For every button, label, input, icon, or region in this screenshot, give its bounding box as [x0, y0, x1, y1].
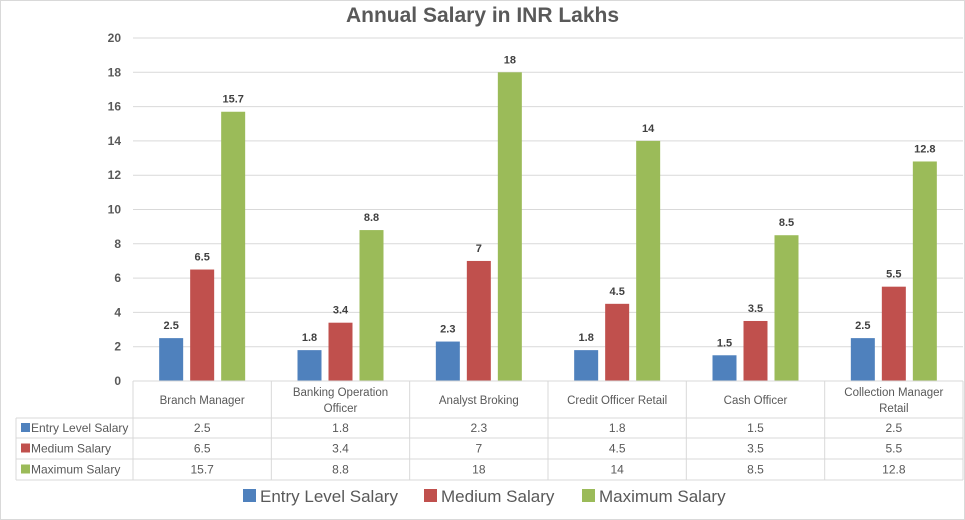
- table-cell: 8.5: [747, 463, 764, 477]
- bar: [435, 341, 460, 381]
- data-label: 7: [476, 243, 482, 255]
- data-label: 2.5: [164, 320, 179, 332]
- y-tick-label: 8: [114, 237, 121, 251]
- category-label: Collection Manager: [844, 387, 943, 399]
- category-label: Analyst Broking: [439, 395, 519, 407]
- data-label: 2.3: [440, 324, 455, 336]
- y-tick-label: 0: [114, 374, 121, 388]
- data-label: 12.8: [914, 143, 935, 155]
- data-label: 4.5: [610, 286, 625, 298]
- legend-key-swatch: [21, 423, 30, 432]
- data-label: 8.5: [779, 217, 794, 229]
- bar: [159, 338, 184, 381]
- bar: [466, 260, 491, 381]
- table-cell: 5.5: [885, 442, 902, 456]
- y-tick-label: 2: [114, 340, 121, 354]
- y-tick-label: 20: [108, 31, 122, 45]
- bar: [774, 235, 799, 381]
- table-cell: 4.5: [609, 442, 626, 456]
- bar: [912, 161, 937, 381]
- chart-title: Annual Salary in INR Lakhs: [345, 4, 620, 27]
- y-tick-label: 16: [108, 100, 122, 114]
- table-cell: 1.8: [609, 421, 626, 435]
- y-tick-label: 4: [114, 305, 121, 319]
- category-label: Branch Manager: [160, 395, 245, 407]
- table-cell: 7: [475, 442, 482, 456]
- y-tick-label: 10: [108, 203, 122, 217]
- table-cell: 2.5: [194, 421, 211, 435]
- data-label: 3.4: [333, 305, 349, 317]
- table-cell: 2.3: [470, 421, 487, 435]
- data-label: 6.5: [195, 252, 210, 264]
- table-cell: 15.7: [190, 463, 214, 477]
- data-label: 8.8: [364, 212, 379, 224]
- bar: [221, 111, 246, 382]
- data-label: 2.5: [855, 320, 870, 332]
- legend-swatch: [582, 489, 595, 502]
- legend-key-swatch: [21, 464, 30, 474]
- bar: [574, 350, 599, 381]
- table-row-label: Medium Salary: [31, 442, 111, 456]
- data-label: 1.8: [579, 332, 594, 344]
- bar: [497, 72, 522, 382]
- bar: [743, 320, 768, 381]
- data-label: 1.5: [717, 337, 732, 349]
- data-label: 1.8: [302, 332, 317, 344]
- table-cell: 12.8: [882, 463, 906, 477]
- bar: [297, 350, 322, 381]
- table-cell: 1.5: [747, 421, 764, 435]
- bar: [190, 269, 215, 381]
- bar: [712, 355, 737, 381]
- legend-key-swatch: [21, 443, 30, 453]
- table-cell: 18: [472, 463, 486, 477]
- legend-swatch: [424, 489, 437, 502]
- table-cell: 1.8: [332, 421, 349, 435]
- table-row-label: Maximum Salary: [31, 463, 120, 477]
- table-cell: 3.5: [747, 442, 764, 456]
- bar: [328, 322, 353, 381]
- category-label: Retail: [879, 403, 908, 415]
- data-label: 15.7: [222, 94, 243, 106]
- legend-label: Entry Level Salary: [260, 487, 398, 506]
- legend-label: Maximum Salary: [599, 487, 726, 506]
- bar: [636, 140, 661, 381]
- legend-label: Medium Salary: [441, 487, 555, 506]
- legend-swatch: [243, 489, 256, 502]
- bar: [881, 286, 906, 381]
- data-label: 14: [642, 123, 655, 135]
- table-row-label: Entry Level Salary: [31, 421, 128, 435]
- data-label: 3.5: [748, 303, 763, 315]
- category-label: Credit Officer Retail: [567, 395, 667, 407]
- bar: [605, 303, 630, 381]
- y-tick-label: 6: [114, 271, 121, 285]
- category-label: Banking Operation: [293, 387, 388, 399]
- bar: [850, 338, 875, 381]
- bar: [359, 230, 384, 381]
- y-tick-label: 14: [108, 134, 122, 148]
- table-cell: 14: [610, 463, 624, 477]
- data-label: 5.5: [886, 269, 901, 281]
- category-label: Officer: [324, 403, 358, 415]
- table-cell: 6.5: [194, 442, 211, 456]
- y-tick-label: 18: [108, 65, 122, 79]
- y-tick-label: 12: [108, 168, 122, 182]
- table-cell: 8.8: [332, 463, 349, 477]
- table-cell: 3.4: [332, 442, 349, 456]
- table-cell: 2.5: [885, 421, 902, 435]
- data-label: 18: [504, 54, 516, 66]
- category-label: Cash Officer: [724, 395, 788, 407]
